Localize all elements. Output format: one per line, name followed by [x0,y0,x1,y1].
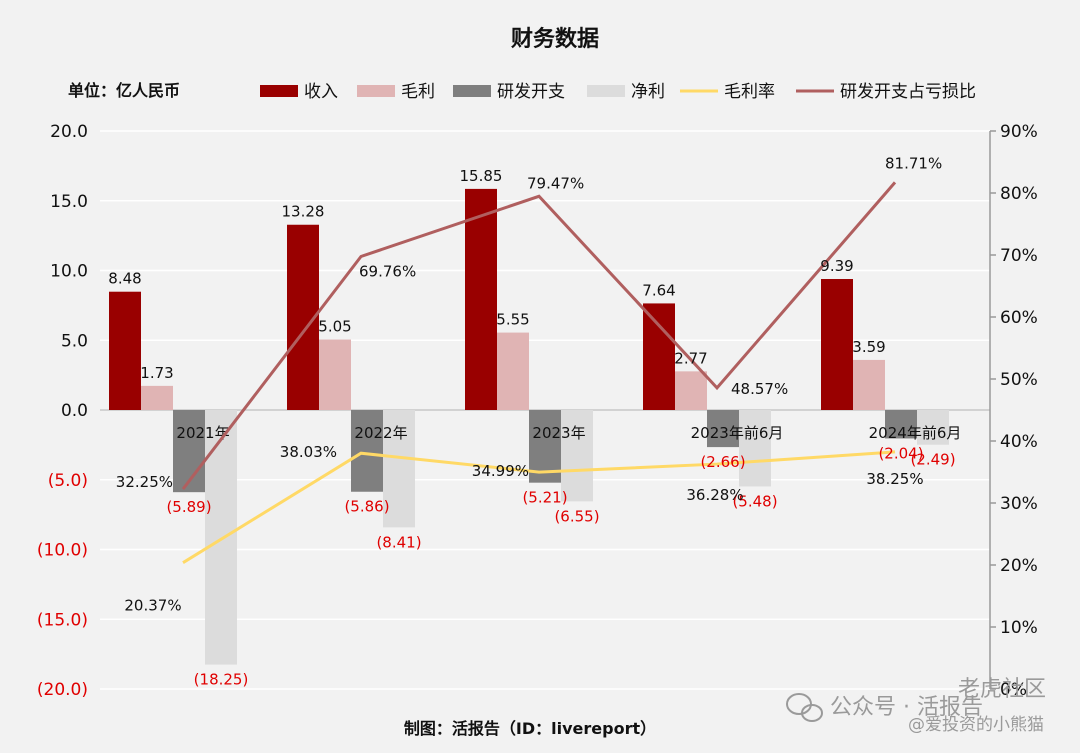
gross-profit-bar [675,371,707,410]
category-label: 2023年前6月 [691,424,784,442]
right-tick-label: 70% [1000,246,1038,266]
gross-profit-bar [319,340,351,410]
gross-profit-bar [853,360,885,410]
right-tick-label: 90% [1000,122,1038,142]
unit-label: 单位：亿人民币 [68,81,180,100]
rd-ratio-label: 81.71% [885,154,942,172]
left-tick-label: (10.0) [37,541,88,561]
right-tick-label: 20% [1000,556,1038,576]
revenue-bar [465,189,497,410]
net-profit-label: (8.41) [376,533,421,551]
left-tick-label: (20.0) [37,680,88,700]
right-tick-label: 60% [1000,308,1038,328]
category-label: 2023年 [532,424,585,442]
revenue-label: 7.64 [642,281,675,299]
legend-label: 净利 [631,82,665,102]
revenue-bar [821,279,853,410]
left-tick-label: 10.0 [50,262,88,282]
legend-swatch [357,85,395,97]
net-profit-label: (2.49) [910,451,955,469]
gross-profit-label: 2.77 [674,349,707,367]
left-tick-label: 0.0 [61,401,88,421]
legend-label: 研发开支占亏损比 [840,82,976,102]
category-label: 2024年前6月 [869,424,962,442]
rd-expense-label: (2.66) [700,453,745,471]
revenue-label: 9.39 [820,257,853,275]
gross-profit-label: 5.55 [496,311,529,329]
watermark-community: 老虎社区 [958,677,1046,702]
legend: 收入 毛利 研发开支 净利 毛利率 研发开支占亏损比 [260,82,976,102]
legend-swatch [453,85,491,97]
revenue-label: 8.48 [108,270,141,288]
revenue-bar [643,303,675,410]
right-axis: 90%80%70%60%50%40%30%20%10%0% [990,122,1038,700]
rd-expense-bar [351,410,383,492]
right-tick-label: 30% [1000,494,1038,514]
legend-label: 毛利 [401,82,435,102]
gross-profit-bar [497,333,529,410]
legend-swatch [587,85,625,97]
net-profit-bar [205,410,237,665]
left-tick-label: (5.0) [48,471,88,491]
rd-ratio-label: 32.25% [116,473,173,491]
gross-margin-label: 36.28% [686,486,743,504]
legend-label: 毛利率 [724,82,775,102]
watermark: 公众号 · 活报告 老虎社区 @爱投资的小熊猫 [787,677,1046,735]
watermark-author: @爱投资的小熊猫 [908,715,1044,735]
rd-expense-label: (5.86) [344,498,389,516]
right-tick-label: 40% [1000,432,1038,452]
revenue-bar [109,292,141,410]
rd-ratio-label: 69.76% [359,262,416,280]
net-profit-label: (6.55) [554,507,599,525]
rd-expense-label: (5.89) [166,498,211,516]
category-label: 2022年 [354,424,407,442]
gross-margin-label: 20.37% [124,597,181,615]
left-axis: 20.0 15.0 10.0 5.0 0.0 (5.0) (10.0) (15.0) (20.0… [37,122,88,700]
rd-ratio-label: 48.57% [731,380,788,398]
left-tick-label: (15.0) [37,610,88,630]
net-profit-label: (18.25) [194,671,249,689]
gross-margin-label: 38.03% [280,443,337,461]
rd-expense-label: (5.21) [522,489,567,507]
left-tick-label: 5.0 [61,331,88,351]
wechat-icon [787,694,822,721]
revenue-label: 15.85 [460,167,503,185]
revenue-label: 13.28 [282,203,325,221]
gross-profit-label: 1.73 [140,364,173,382]
gross-margin-label: 38.25% [866,470,923,488]
legend-label: 研发开支 [497,82,565,102]
gross-profit-label: 3.59 [852,338,885,356]
net-profit-bar [739,410,771,486]
left-tick-label: 20.0 [50,122,88,142]
legend-swatch [260,85,298,97]
left-tick-label: 15.0 [50,192,88,212]
right-tick-label: 80% [1000,184,1038,204]
gross-profit-label: 5.05 [318,318,351,336]
right-tick-label: 10% [1000,618,1038,638]
right-tick-label: 50% [1000,370,1038,390]
legend-label: 收入 [304,82,338,102]
rd-ratio-label: 79.47% [527,174,584,192]
gross-margin-label: 34.99% [472,462,529,480]
footer-credit: 制图：活报告（ID：livereport） [404,719,656,738]
chart-title: 财务数据 [511,26,599,52]
gross-profit-bar [141,386,173,410]
